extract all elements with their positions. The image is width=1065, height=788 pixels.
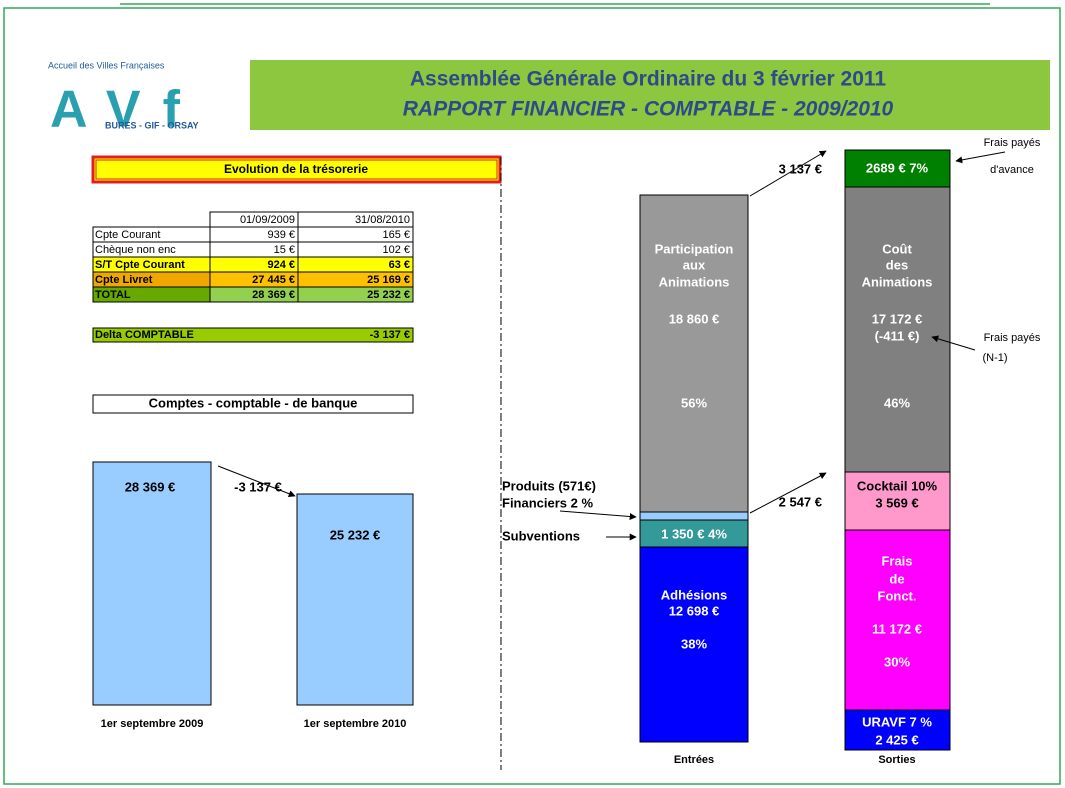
delta-row bbox=[92, 327, 414, 343]
logo-towns: BURES - GIF - ORSAY bbox=[105, 120, 199, 130]
bank-date: 1er septembre 2010 bbox=[304, 718, 407, 730]
logo-tagline: Accueil des Villes Françaises bbox=[48, 60, 165, 70]
surplus-label: 3 137 € bbox=[779, 161, 822, 176]
column-header: 01/09/2009 bbox=[240, 214, 295, 226]
segment-share: 38% bbox=[681, 636, 707, 651]
frame bbox=[3, 7, 1061, 785]
segment-label: Cocktail 10% bbox=[857, 478, 938, 493]
segment-share: 30% bbox=[884, 654, 910, 669]
segment-amount: 12 698 € bbox=[669, 603, 720, 618]
segment-label: Animations bbox=[862, 274, 933, 289]
treasury-title-box bbox=[91, 155, 502, 184]
segment-amount: 18 860 € bbox=[669, 311, 720, 326]
segment-amount: 11 172 € bbox=[872, 621, 922, 636]
delta-label: Delta COMPTABLE bbox=[95, 329, 194, 341]
title: Assemblée Générale Ordinaire du 3 févrie… bbox=[410, 68, 887, 91]
row-label: Cpte Livret bbox=[95, 274, 153, 286]
segment-amount: 3 569 € bbox=[875, 495, 918, 510]
cell-value: 102 € bbox=[382, 244, 410, 256]
financial-label: Produits (571€) bbox=[502, 478, 596, 493]
segment-label: Animations bbox=[659, 274, 730, 289]
cell-value: 15 € bbox=[274, 244, 295, 256]
outgoing-column: 2689 € 7% Coût des Animations 17 172 € (… bbox=[844, 149, 951, 766]
bank-change: -3 137 € bbox=[234, 479, 282, 494]
bank-amount: 25 232 € bbox=[330, 527, 381, 542]
row-label: Chèque non enc bbox=[95, 244, 176, 256]
financial-label: Financiers 2 % bbox=[502, 495, 593, 510]
cell bbox=[297, 286, 414, 303]
segment-label: Participation bbox=[655, 241, 734, 256]
cell-value: 25 232 € bbox=[367, 289, 410, 301]
cell-value: 924 € bbox=[267, 259, 295, 271]
arrow bbox=[559, 510, 637, 520]
segment-label: Adhésions bbox=[661, 587, 727, 602]
segment-label: 1 350 € 4% bbox=[661, 526, 727, 541]
bank-title: Comptes - comptable - de banque bbox=[149, 395, 358, 410]
subtitle: RAPPORT FINANCIER - COMPTABLE - 2009/201… bbox=[403, 98, 894, 121]
row-label: S/T Cpte Courant bbox=[95, 259, 185, 271]
segment-amount: (-411 €) bbox=[875, 328, 920, 343]
cell-value: 165 € bbox=[382, 229, 410, 241]
segment bbox=[844, 186, 951, 473]
logo: Accueil des Villes Françaises AVf BURES … bbox=[48, 60, 199, 138]
segment-label: 2689 € 7% bbox=[866, 160, 929, 175]
subsidies-label: Subventions bbox=[502, 528, 580, 543]
segment-share: 46% bbox=[884, 395, 910, 410]
segment-label: URAVF 7 % bbox=[862, 714, 932, 729]
delta-value: -3 137 € bbox=[370, 329, 410, 341]
segment-label: aux bbox=[683, 257, 706, 272]
note: d'avance bbox=[990, 164, 1034, 176]
segment bbox=[639, 511, 749, 521]
arrow bbox=[931, 335, 976, 351]
title-box bbox=[250, 60, 1050, 130]
segment-label: Frais bbox=[881, 553, 912, 568]
segment-label: des bbox=[886, 257, 908, 272]
segment-amount: 2 425 € bbox=[875, 732, 918, 747]
bank-amount: 28 369 € bbox=[125, 479, 176, 494]
note: Frais payés bbox=[984, 137, 1041, 149]
cell-value: 63 € bbox=[389, 259, 410, 271]
bank-date: 1er septembre 2009 bbox=[101, 718, 204, 730]
cell-value: 25 169 € bbox=[367, 274, 410, 286]
segment bbox=[639, 546, 749, 743]
arrow bbox=[955, 151, 1006, 164]
segment-share: 56% bbox=[681, 395, 707, 410]
segment bbox=[844, 471, 951, 531]
segment-label: Fonct. bbox=[878, 588, 917, 603]
treasury-table: 01/09/2009 31/08/2010 Cpte Courant 939 € 1… bbox=[92, 211, 414, 303]
cell-value: 28 369 € bbox=[252, 289, 295, 301]
note: Frais payés bbox=[984, 332, 1041, 344]
segment bbox=[639, 194, 749, 513]
segment-label: de bbox=[889, 571, 904, 586]
segment-label: Coût bbox=[882, 241, 912, 256]
transfer-label: 2 547 € bbox=[779, 494, 822, 509]
row-label: Cpte Courant bbox=[95, 229, 160, 241]
cell-value: 27 445 € bbox=[252, 274, 295, 286]
treasury-title: Evolution de la trésorerie bbox=[224, 162, 368, 176]
segment bbox=[844, 529, 951, 711]
segment bbox=[844, 709, 951, 751]
column-header: 31/08/2010 bbox=[355, 214, 410, 226]
bank-title-box bbox=[92, 394, 414, 414]
segment bbox=[639, 519, 749, 548]
cell-value: 939 € bbox=[267, 229, 295, 241]
segment-amount: 17 172 € bbox=[872, 311, 923, 326]
column-label: Entrées bbox=[674, 754, 714, 766]
row-label: TOTAL bbox=[95, 289, 131, 301]
arrow bbox=[217, 465, 296, 497]
treasury-title-inner bbox=[95, 159, 498, 180]
segment bbox=[844, 149, 951, 188]
bank-bar bbox=[92, 461, 212, 706]
incoming-column: Participation aux Animations 18 860 € 56… bbox=[639, 194, 749, 766]
arrow bbox=[749, 150, 827, 197]
note: (N-1) bbox=[982, 352, 1007, 364]
column-label: Sorties bbox=[878, 754, 915, 766]
bank-bar bbox=[296, 493, 414, 706]
arrow bbox=[749, 472, 827, 514]
